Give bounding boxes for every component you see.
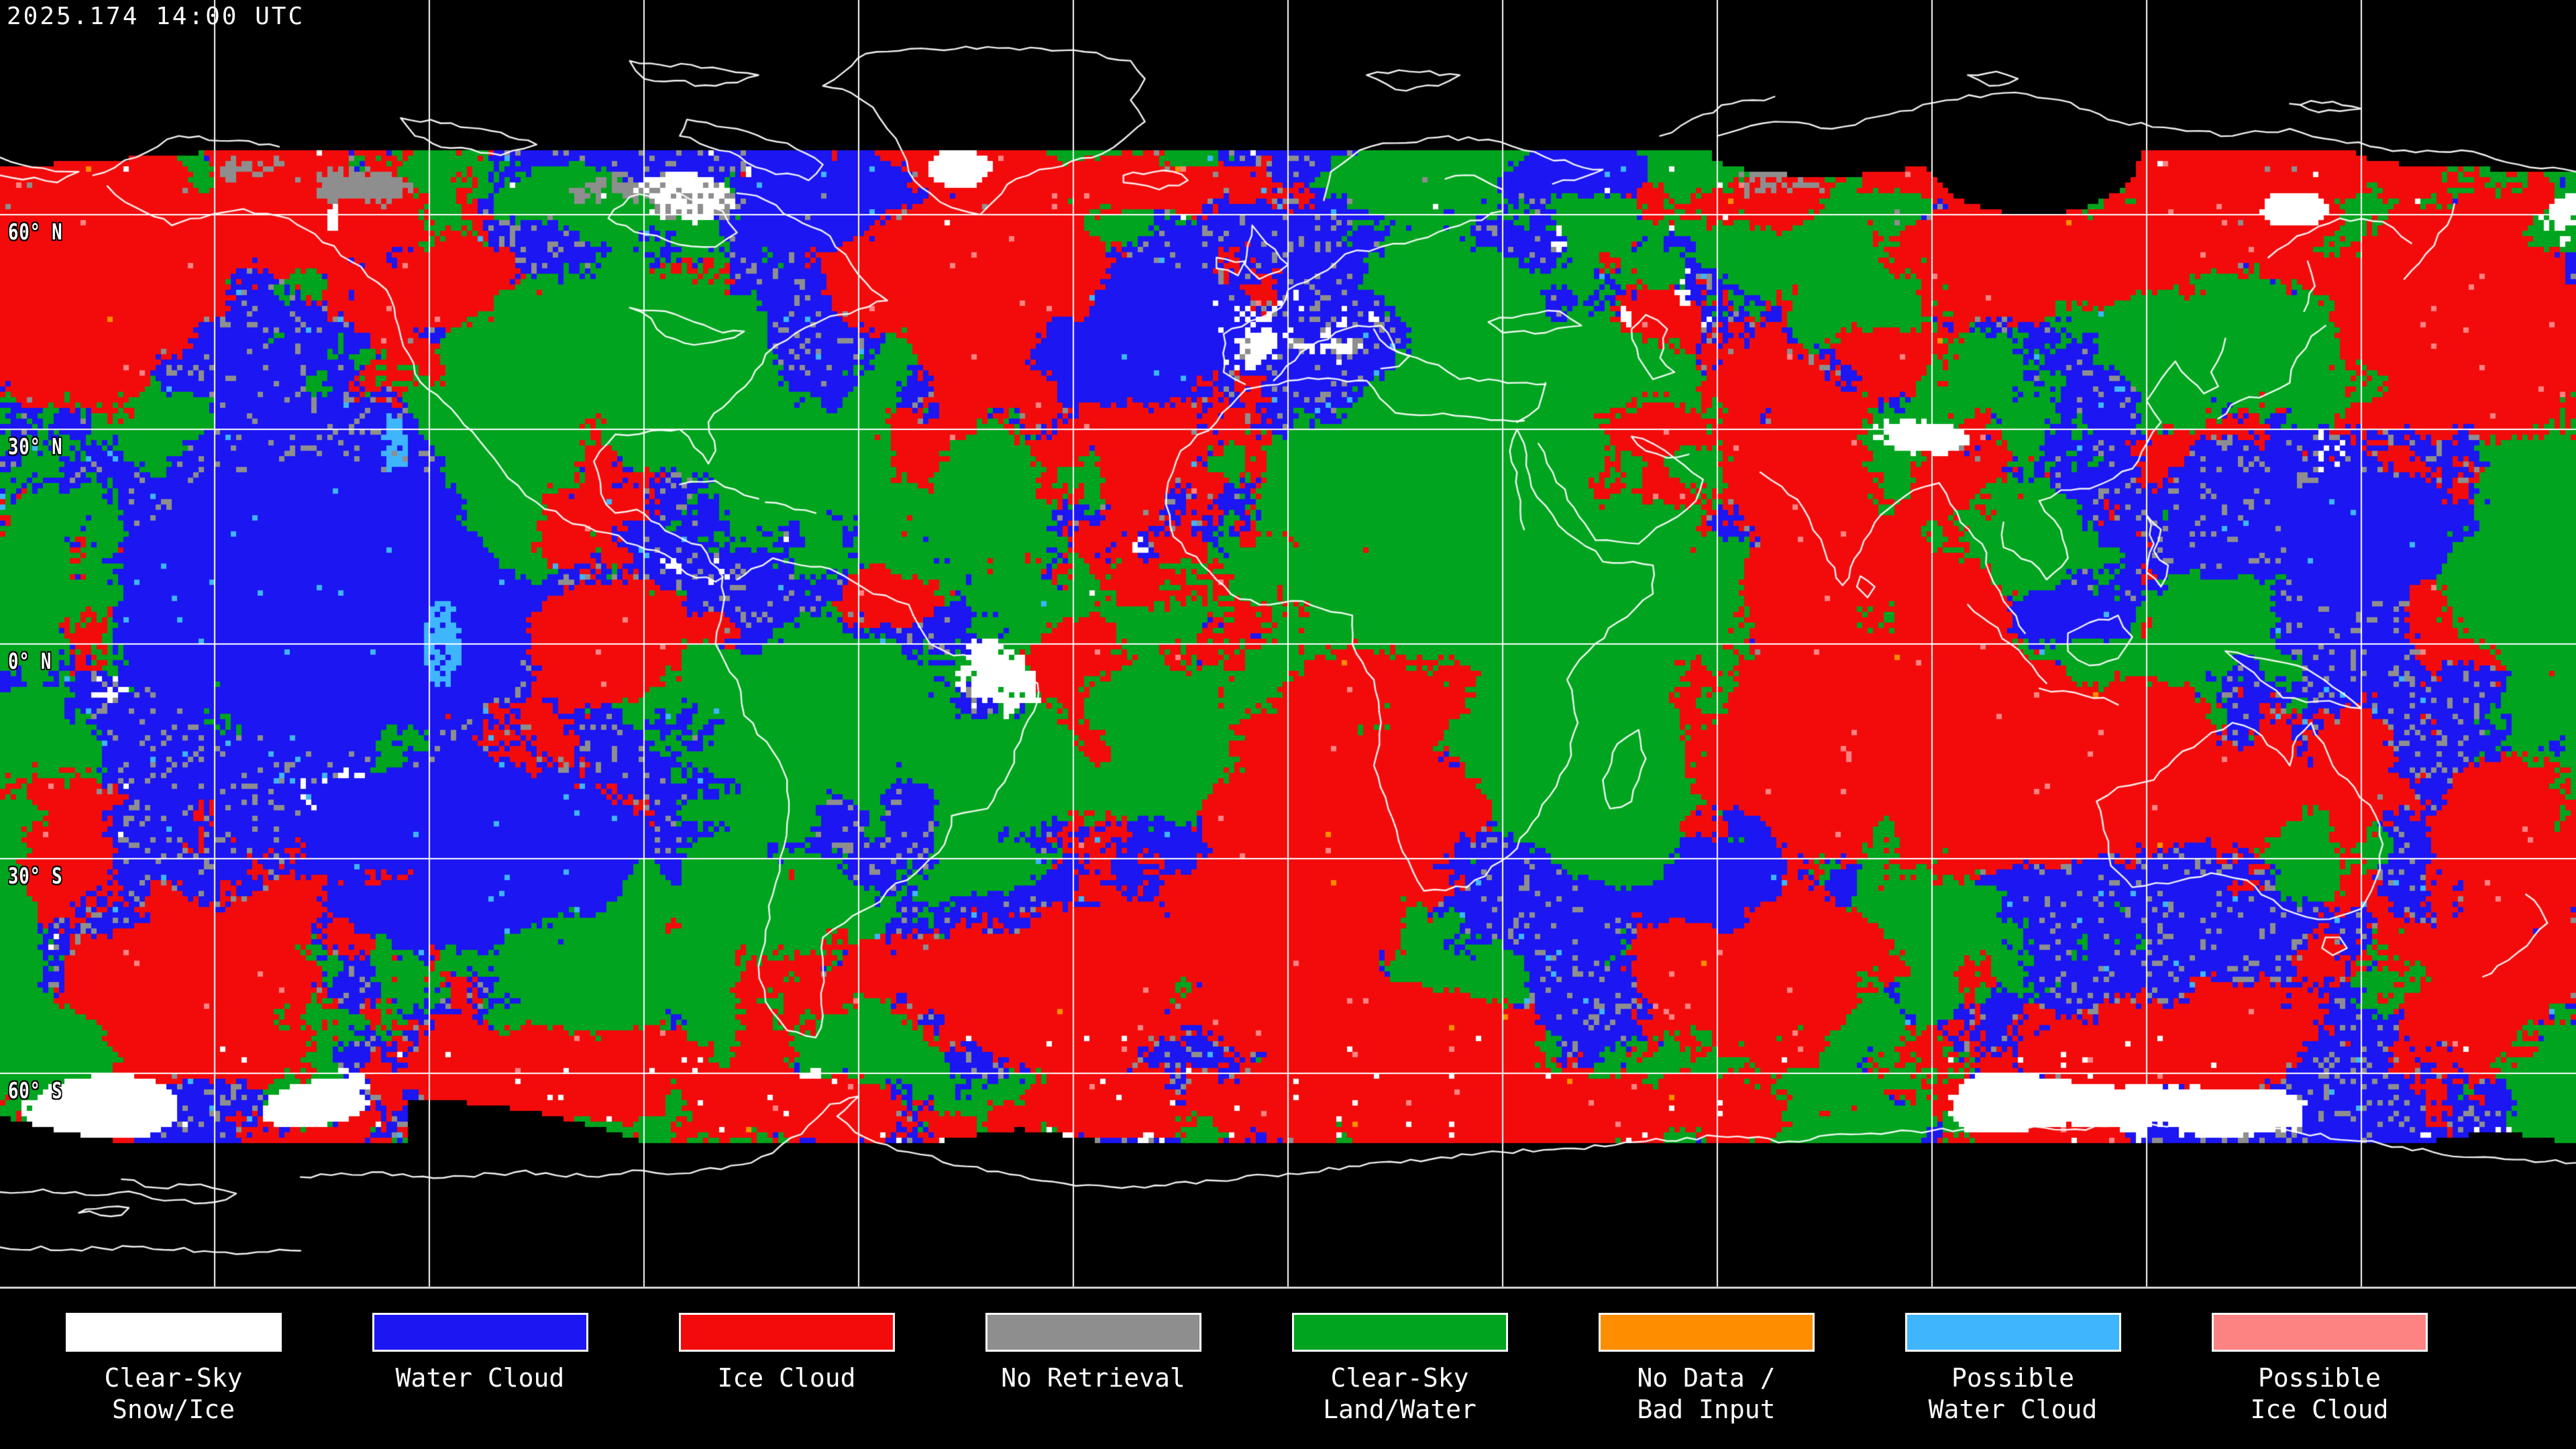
legend-label: Clear-Sky Land/Water: [1323, 1363, 1477, 1424]
latitude-label: 30° S: [8, 863, 63, 889]
legend-label: No Data / Bad Input: [1637, 1363, 1776, 1424]
legend-item-ice-cloud: Ice Cloud: [633, 1289, 940, 1449]
global-map-area: 2025.174 14:00 UTC 60° N 30° N 0° N 30° S 60…: [0, 0, 2576, 1289]
legend-swatch-clear-sky-land-water: [1291, 1313, 1508, 1352]
legend-swatch-no-data-bad-input: [1598, 1313, 1815, 1352]
legend-label: Clear-Sky Snow/Ice: [104, 1363, 243, 1424]
legend-label: Possible Water Cloud: [1928, 1363, 2098, 1424]
legend: Clear-Sky Snow/Ice Water Cloud Ice Cloud…: [0, 1289, 2576, 1449]
legend-swatch-clear-sky-snow-ice: [65, 1313, 282, 1352]
map-legend-divider: [0, 1287, 2576, 1289]
legend-label: No Retrieval: [1001, 1363, 1185, 1393]
legend-swatch-possible-water-cloud: [1904, 1313, 2121, 1352]
legend-item-clear-sky-land-water: Clear-Sky Land/Water: [1246, 1289, 1553, 1449]
legend-item-no-data-bad-input: No Data / Bad Input: [1553, 1289, 1860, 1449]
legend-label: Possible Ice Cloud: [2250, 1363, 2389, 1424]
latitude-label: 60° N: [8, 219, 63, 245]
legend-swatch-water-cloud: [372, 1313, 588, 1352]
legend-item-possible-ice-cloud: Possible Ice Cloud: [2166, 1289, 2473, 1449]
latitude-label: 30° N: [8, 433, 63, 460]
legend-swatch-ice-cloud: [678, 1313, 895, 1352]
legend-label: Ice Cloud: [717, 1363, 856, 1393]
timestamp-label: 2025.174 14:00 UTC: [7, 3, 305, 30]
legend-item-possible-water-cloud: Possible Water Cloud: [1860, 1289, 2166, 1449]
latitude-label: 60° S: [8, 1077, 63, 1104]
legend-swatch-possible-ice-cloud: [2211, 1313, 2428, 1352]
legend-item-clear-sky-snow-ice: Clear-Sky Snow/Ice: [20, 1289, 327, 1449]
latitude-label: 0° N: [8, 648, 52, 674]
cloud-phase-classification-map: [0, 0, 2576, 1288]
legend-item-water-cloud: Water Cloud: [327, 1289, 633, 1449]
legend-item-no-retrieval: No Retrieval: [940, 1289, 1246, 1449]
legend-swatch-no-retrieval: [985, 1313, 1201, 1352]
legend-label: Water Cloud: [395, 1363, 565, 1393]
